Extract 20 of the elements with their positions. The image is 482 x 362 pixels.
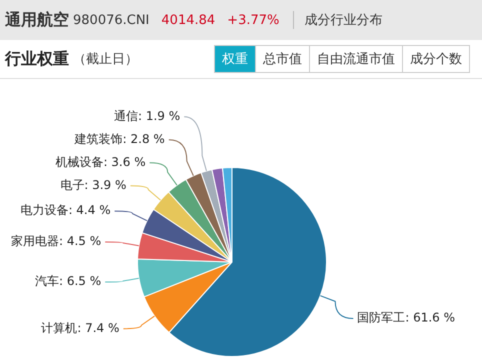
chart-subtitle: （截止日） xyxy=(73,51,138,68)
text: 自由流通市值 xyxy=(309,46,402,72)
text: 980076.CNI xyxy=(73,12,150,28)
text: 4014.84 xyxy=(161,12,216,28)
text: 通用航空 xyxy=(5,10,69,30)
slice-label: 家用电器: 4.5 % xyxy=(10,234,102,248)
slice-label: 计算机: 7.4 % xyxy=(41,320,120,335)
text: 成分行业分布 xyxy=(304,12,382,29)
chart-title: 行业权重 xyxy=(5,48,69,70)
slice-label: 电子: 3.9 % xyxy=(60,178,126,192)
slice-label: 电力设备: 4.4 % xyxy=(20,203,111,218)
text: 权重 xyxy=(215,46,255,72)
text: 成分个数 xyxy=(402,46,469,72)
slice-label: 通信: 1.9 % xyxy=(114,108,180,123)
slice-label: 建筑装饰: 2.8 % xyxy=(74,132,165,146)
slice-label: 汽车: 6.5 % xyxy=(34,274,102,288)
text: +3.77% xyxy=(227,12,280,28)
text: 总市值 xyxy=(255,46,309,72)
slice-label: 国防军工: 61.6 % xyxy=(357,310,456,325)
slice-label: 机械设备: 3.6 % xyxy=(55,154,146,169)
